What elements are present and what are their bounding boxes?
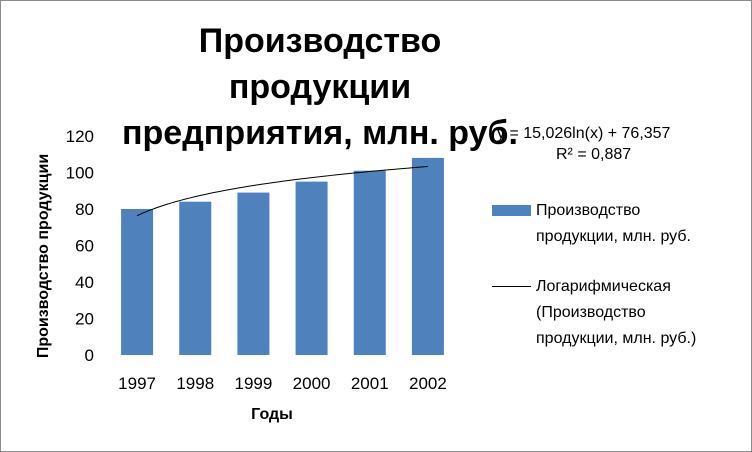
x-axis: 1997 1998 1999 2000 2001 2002 (118, 374, 447, 393)
x-tick-label: 1999 (235, 374, 273, 393)
y-tick-label: 120 (66, 127, 94, 146)
y-tick-label: 0 (85, 346, 94, 365)
x-tick-label: 1997 (118, 374, 156, 393)
y-tick-label: 40 (75, 273, 94, 292)
legend-label-trendline-line-2: (Производство (536, 304, 646, 321)
legend-label-trendline-line-3: продукции, млн. руб.) (536, 330, 697, 347)
legend-label-trendline-line-1: Логарифмическая (536, 278, 671, 295)
legend: Производство продукции, млн. руб. Логари… (492, 198, 742, 352)
x-tick-label: 1998 (176, 374, 214, 393)
chart-title: Производство продукции предприятия, млн.… (110, 18, 530, 156)
x-axis-title: Годы (251, 406, 293, 423)
y-axis-title: Производство продукции (35, 154, 52, 358)
legend-label-bars-line-1: Производство (536, 202, 641, 219)
chart-title-line-1: Производство продукции (198, 22, 442, 106)
x-tick-label: 2001 (351, 374, 389, 393)
legend-entry-bars: Производство продукции, млн. руб. (492, 198, 742, 250)
y-tick-label: 20 (75, 310, 94, 329)
legend-swatch-bars (492, 205, 531, 216)
trendline-r-squared: R² = 0,887 (556, 146, 632, 163)
legend-swatch-trendline (492, 286, 531, 287)
y-tick-label: 80 (75, 200, 94, 219)
legend-entry-trendline: Логарифмическая (Производство продукции,… (492, 274, 742, 352)
x-tick-label: 2002 (409, 374, 447, 393)
trendline-equation: y = 15,026ln(x) + 76,357 (497, 125, 671, 142)
trendline (136, 166, 428, 217)
bar-2000 (295, 181, 328, 355)
legend-label-bars-line-2: продукции, млн. руб. (536, 228, 691, 245)
x-tick-label: 2000 (293, 374, 331, 393)
bar-1999 (237, 192, 270, 355)
bar-series (121, 157, 444, 355)
bar-1998 (179, 201, 212, 355)
chart-title-line-2: предприятия, млн. руб. (122, 114, 518, 152)
y-axis: 0 20 40 60 80 100 120 (66, 127, 94, 365)
y-tick-label: 100 (66, 164, 94, 183)
y-tick-label: 60 (75, 237, 94, 256)
bar-2001 (353, 170, 386, 355)
bar-2002 (411, 157, 444, 355)
bar-1997 (121, 209, 154, 355)
